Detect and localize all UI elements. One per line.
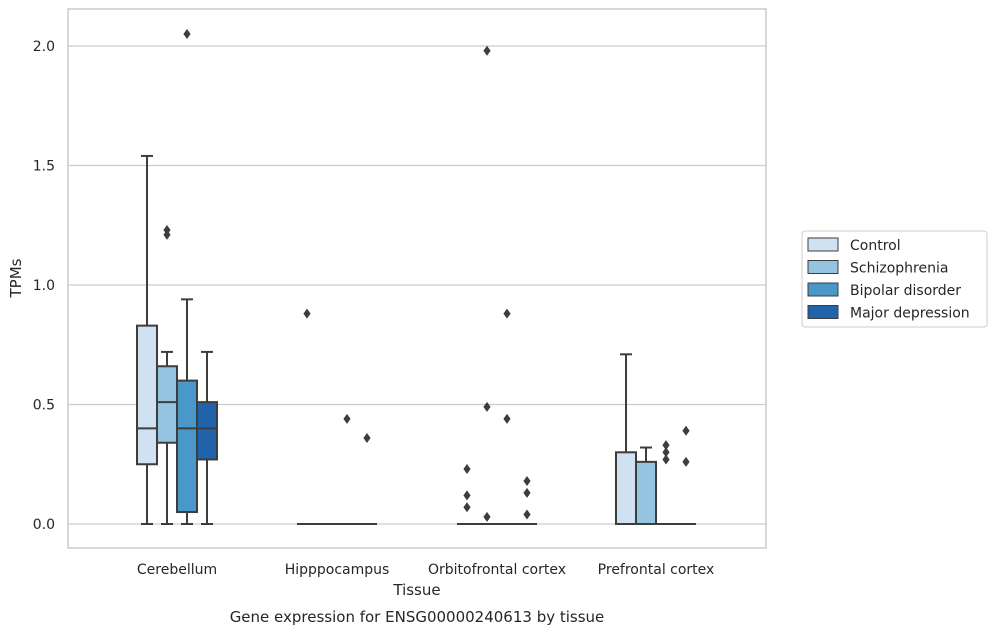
box-major-depression [196, 350, 218, 525]
outlier-point [483, 511, 491, 522]
outlier-point [682, 456, 690, 467]
legend-swatch [807, 237, 839, 252]
outlier-point [503, 308, 511, 319]
chart-caption: Gene expression for ENSG00000240613 by t… [230, 608, 605, 626]
y-tick-label: 1.5 [33, 159, 55, 175]
box-major-depression [676, 425, 696, 525]
outlier-point [523, 475, 531, 486]
legend-swatch [807, 282, 839, 297]
outlier-point [662, 454, 670, 465]
outlier-point [523, 487, 531, 498]
box-schizophrenia [156, 225, 178, 525]
box-bipolar-disorder [656, 440, 676, 525]
box-control [457, 464, 477, 525]
x-tick-label: Cerebellum [137, 562, 217, 578]
legend-swatch [807, 260, 839, 274]
legend-label: Major depression [850, 306, 970, 322]
box-schizophrenia [635, 446, 657, 525]
outlier-point [682, 425, 690, 436]
y-axis-label: TPMs [7, 258, 25, 298]
x-tick-label: Hipppocampus [285, 562, 390, 578]
legend-label: Control [850, 238, 901, 254]
y-tick-label: 0.5 [33, 398, 55, 414]
legend-entries: Control Schizophrenia Bipolar disorder Majo… [807, 237, 970, 322]
box-schizophrenia [477, 45, 497, 525]
box-body [635, 460, 657, 525]
outlier-point [463, 502, 471, 513]
x-tick-label: Prefrontal cortex [598, 562, 715, 578]
box-body [196, 401, 218, 461]
outlier-point [662, 440, 670, 451]
box-control [297, 308, 317, 525]
outlier-point [503, 413, 511, 424]
outlier-point [463, 490, 471, 501]
box-body [615, 451, 637, 525]
box-bipolar-disorder [497, 308, 517, 525]
legend-frame [801, 230, 988, 328]
outlier-point [183, 29, 191, 40]
box-control [615, 353, 637, 525]
box-major-depression [357, 432, 377, 525]
outlier-point [343, 413, 351, 424]
legend: Control Schizophrenia Bipolar disorder Majo… [801, 230, 988, 328]
y-tick-label: 1.0 [33, 278, 55, 294]
outlier-point [662, 447, 670, 458]
legend-swatch [807, 305, 839, 319]
outlier-point [303, 308, 311, 319]
x-axis-label: Tissue [392, 581, 440, 599]
box-body [156, 365, 178, 444]
y-tick-label: 0.0 [33, 517, 55, 533]
box-body [136, 324, 158, 466]
y-tick-label: 2.0 [33, 39, 55, 55]
outlier-point [163, 229, 171, 240]
plot-frame [67, 8, 767, 549]
legend-label: Bipolar disorder [850, 283, 961, 299]
box-bipolar-disorder [337, 413, 357, 525]
box-major-depression [517, 475, 537, 525]
y-tick-labels: 0.0 0.5 1.0 1.5 2.0 [33, 39, 55, 533]
outlier-point [523, 509, 531, 520]
outlier-point [483, 45, 491, 56]
box-body [176, 379, 198, 514]
box-elements [136, 29, 696, 525]
outlier-point [363, 432, 371, 443]
x-tick-labels: Cerebellum Hipppocampus Orbitofrontal cort… [137, 562, 714, 578]
outlier-point [483, 401, 491, 412]
x-tick-label: Orbitofrontal cortex [428, 562, 566, 578]
outlier-point [463, 464, 471, 475]
plot-background [68, 9, 766, 548]
legend-label: Schizophrenia [850, 261, 948, 277]
